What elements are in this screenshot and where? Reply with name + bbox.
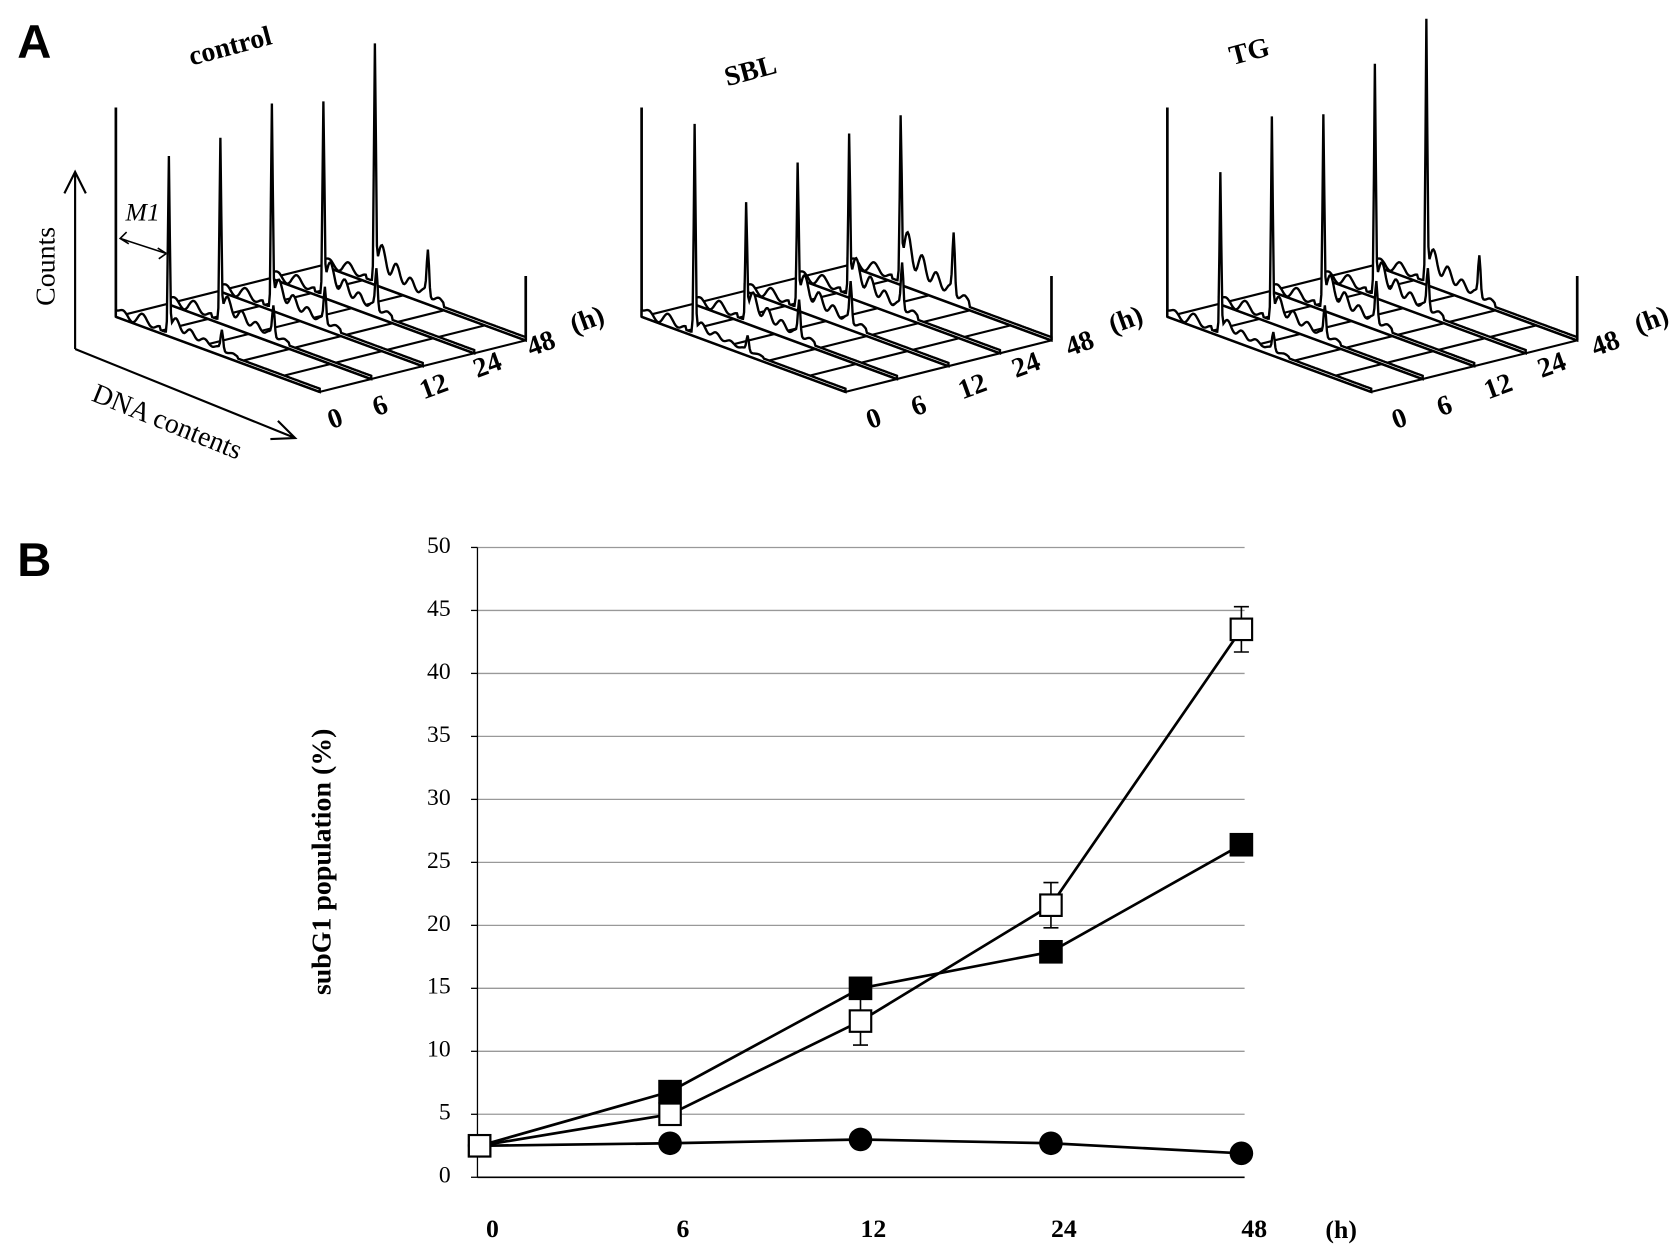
y-tick-label: 20 bbox=[427, 911, 451, 937]
time-label: 24 bbox=[1008, 346, 1045, 385]
time-label: 48 bbox=[1061, 324, 1098, 363]
histogram bbox=[269, 101, 476, 355]
y-tick-label: 10 bbox=[427, 1037, 451, 1063]
time-unit: (h) bbox=[1630, 300, 1673, 341]
x-unit: (h) bbox=[1325, 1215, 1356, 1244]
time-label: 0 bbox=[323, 402, 347, 436]
y-tick-label: 35 bbox=[427, 722, 451, 748]
histogram bbox=[1217, 116, 1424, 381]
panel-label: B bbox=[17, 534, 51, 587]
panel-label: A bbox=[17, 16, 51, 69]
y-tick-label: 30 bbox=[427, 785, 451, 811]
histogram bbox=[1166, 172, 1373, 394]
y-tick-label: 45 bbox=[427, 596, 451, 622]
y-tick-label: 5 bbox=[439, 1100, 451, 1126]
time-label: 12 bbox=[954, 367, 991, 406]
histogram bbox=[794, 133, 1002, 355]
time-label: 48 bbox=[1587, 324, 1624, 363]
histogram bbox=[846, 115, 1053, 343]
marker bbox=[1229, 832, 1254, 857]
histogram bbox=[114, 156, 321, 394]
marker bbox=[658, 1131, 682, 1156]
histogram bbox=[691, 202, 899, 381]
x-tick-label: 0 bbox=[486, 1214, 499, 1243]
histogram bbox=[217, 103, 424, 368]
time-label: 6 bbox=[907, 389, 931, 423]
x-tick-label: 6 bbox=[676, 1214, 689, 1243]
x-tick-label: 48 bbox=[1241, 1214, 1267, 1243]
time-label: 0 bbox=[862, 402, 886, 436]
time-label: 24 bbox=[1533, 346, 1570, 385]
time-label: 12 bbox=[415, 367, 452, 406]
histogram bbox=[166, 137, 373, 381]
time-label: 6 bbox=[1433, 389, 1457, 423]
x-tick-label: 24 bbox=[1051, 1214, 1077, 1243]
marker bbox=[1039, 893, 1063, 917]
line-chart: 0 5 10 15 20 25 30 35 40 45 50 0 6 12 24 48 (h) subG1 pop… bbox=[306, 533, 1356, 1244]
marker bbox=[848, 1127, 873, 1152]
gate-arrow bbox=[118, 231, 167, 260]
axis-label: Counts bbox=[31, 227, 62, 306]
x-tick-label: 12 bbox=[860, 1214, 886, 1243]
time-unit: (h) bbox=[1105, 300, 1148, 341]
axis-arrow bbox=[74, 347, 298, 441]
marker bbox=[848, 1009, 873, 1033]
panel-title: control bbox=[185, 21, 275, 73]
histogram bbox=[640, 123, 847, 394]
time-label: 48 bbox=[523, 324, 560, 363]
y-tick-label: 15 bbox=[427, 974, 451, 1000]
marker bbox=[1229, 617, 1254, 642]
time-label: 6 bbox=[368, 389, 392, 423]
panel-title: SBL bbox=[721, 49, 780, 93]
histogram bbox=[1320, 63, 1527, 355]
histogram bbox=[1269, 114, 1476, 368]
histogram bbox=[1372, 18, 1579, 343]
y-tick-label: 50 bbox=[427, 533, 451, 559]
series-line bbox=[479, 628, 1243, 1148]
marker bbox=[1229, 1141, 1254, 1166]
marker bbox=[1039, 939, 1063, 964]
y-axis-title: subG1 population (%) bbox=[306, 729, 337, 995]
time-unit: (h) bbox=[566, 300, 609, 341]
y-tick-label: 25 bbox=[427, 848, 451, 874]
y-tick-label: 0 bbox=[439, 1163, 451, 1189]
y-tick-label: 40 bbox=[427, 659, 451, 685]
axis-arrow bbox=[63, 169, 87, 349]
time-label: 12 bbox=[1480, 367, 1517, 406]
histogram bbox=[320, 43, 527, 343]
marker bbox=[848, 976, 873, 1001]
marker bbox=[658, 1079, 682, 1104]
histogram bbox=[743, 162, 950, 368]
marker bbox=[658, 1102, 682, 1127]
time-label: 0 bbox=[1388, 402, 1412, 436]
gate-label: M1 bbox=[125, 198, 160, 227]
marker bbox=[467, 1133, 492, 1158]
axis-label: DNA contents bbox=[88, 378, 247, 466]
panel-title: TG bbox=[1226, 32, 1273, 72]
marker bbox=[1039, 1131, 1063, 1156]
